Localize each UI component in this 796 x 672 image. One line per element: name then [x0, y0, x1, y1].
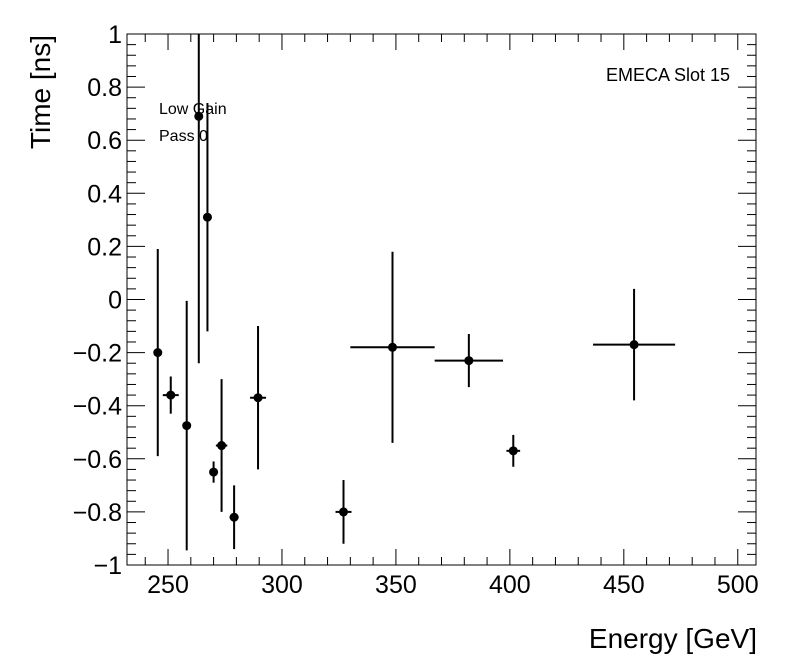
- point-marker: [464, 356, 474, 366]
- x-axis-tick-labels: 250 300 350 400 450 500: [147, 571, 758, 599]
- y-axis-tick-labels: −1 −0.8 −0.6 −0.4 −0.2 0 0.2 0.4 0.6 0.8 1: [73, 21, 122, 580]
- y-tick-label: 0.4: [87, 180, 122, 208]
- slot-annotation: EMECA Slot 15: [606, 65, 730, 85]
- y-tick-label: −0.6: [73, 446, 122, 474]
- data-point: [229, 485, 239, 550]
- x-tick-label: 450: [603, 571, 645, 599]
- pass-annotation: Pass 0: [159, 128, 208, 145]
- x-axis-ticks: [144, 34, 739, 565]
- point-marker: [253, 393, 263, 403]
- x-tick-label: 350: [375, 571, 417, 599]
- y-axis-title: Time [ns]: [25, 35, 56, 149]
- y-tick-label: −1: [93, 552, 122, 580]
- y-tick-label: 0.8: [87, 74, 122, 102]
- data-point: [162, 376, 179, 414]
- data-point: [250, 326, 267, 470]
- data-points: [153, 34, 676, 551]
- point-marker: [508, 446, 518, 456]
- point-marker: [388, 342, 398, 352]
- x-axis-title: Energy [GeV]: [589, 623, 757, 654]
- point-marker: [217, 441, 227, 451]
- point-marker: [153, 348, 163, 358]
- data-point: [434, 334, 504, 388]
- y-tick-label: −0.2: [73, 340, 122, 368]
- data-point: [335, 480, 352, 544]
- y-tick-label: 0.6: [87, 127, 122, 155]
- data-point: [215, 379, 228, 512]
- point-marker: [209, 467, 219, 477]
- point-marker: [194, 111, 204, 121]
- point-marker: [166, 390, 176, 400]
- x-tick-label: 500: [717, 571, 759, 599]
- data-point: [153, 249, 163, 457]
- data-point: [350, 251, 435, 443]
- data-point: [182, 300, 192, 551]
- data-point: [593, 288, 676, 401]
- data-point: [506, 434, 521, 467]
- y-tick-label: 0: [108, 287, 122, 315]
- y-tick-label: 1: [108, 21, 122, 49]
- x-tick-label: 250: [147, 571, 189, 599]
- point-marker: [629, 340, 639, 350]
- y-tick-label: −0.8: [73, 499, 122, 527]
- y-tick-label: −0.4: [73, 393, 122, 421]
- y-axis-ticks: [127, 33, 756, 566]
- x-tick-label: 400: [489, 571, 531, 599]
- data-point: [194, 34, 204, 364]
- gain-annotation: Low Gain: [159, 101, 227, 118]
- y-tick-label: 0.2: [87, 233, 122, 261]
- data-point: [209, 461, 219, 483]
- x-tick-label: 300: [261, 571, 303, 599]
- point-marker: [202, 212, 212, 222]
- point-marker: [182, 421, 192, 431]
- point-marker: [229, 512, 239, 522]
- point-marker: [339, 507, 349, 517]
- data-point: [202, 103, 212, 332]
